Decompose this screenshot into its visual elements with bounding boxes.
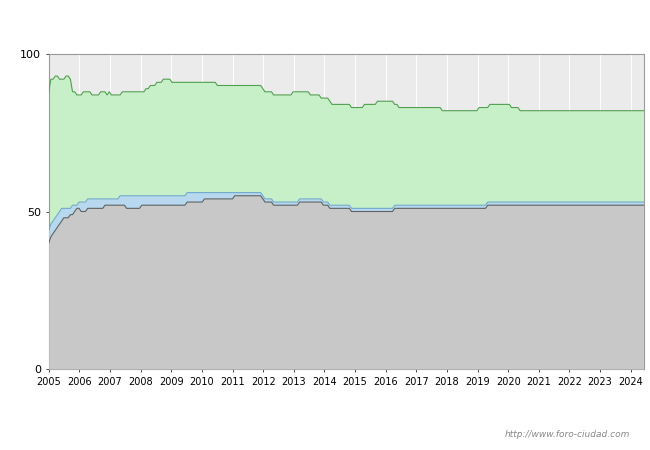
Text: http://www.foro-ciudad.com: http://www.foro-ciudad.com xyxy=(505,430,630,439)
Text: Valderrodrigo - Evolucion de la poblacion en edad de Trabajar Mayo de 2024: Valderrodrigo - Evolucion de la poblacio… xyxy=(99,17,551,30)
